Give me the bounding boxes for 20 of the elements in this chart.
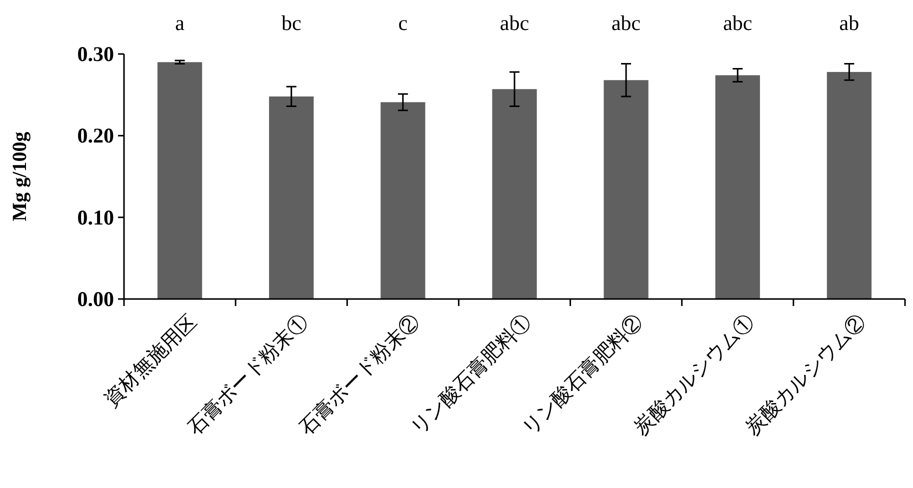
- text: bc: [281, 11, 302, 35]
- bar: [715, 75, 760, 299]
- y-tick-label: 0.10: [77, 205, 114, 230]
- text: abc: [723, 11, 752, 35]
- y-tick-label: 0.00: [77, 287, 114, 311]
- bar: [492, 89, 537, 299]
- bar: [269, 96, 314, 299]
- y-axis-title: Mg g/100g: [9, 132, 31, 222]
- y-tick-label: 0.30: [77, 42, 114, 66]
- text: ab: [839, 11, 860, 35]
- bar: [380, 102, 426, 299]
- x-tick-label: 資材無施用区: [100, 310, 201, 411]
- bar: [826, 72, 872, 299]
- text: a: [175, 11, 186, 35]
- bar: [604, 80, 648, 299]
- text: abc: [500, 11, 530, 35]
- text: abc: [611, 11, 641, 35]
- bar: [157, 62, 202, 299]
- y-tick-label: 0.20: [77, 124, 114, 148]
- text: c: [398, 11, 408, 35]
